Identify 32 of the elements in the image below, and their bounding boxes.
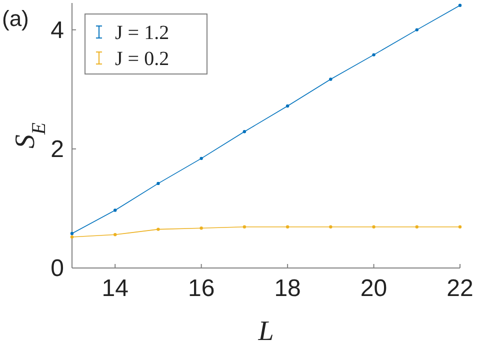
point bbox=[114, 233, 117, 236]
x-axis-title: L bbox=[257, 316, 274, 347]
point bbox=[329, 225, 332, 229]
point bbox=[329, 78, 332, 81]
y-tick-label: 0 bbox=[50, 255, 64, 282]
point bbox=[458, 225, 462, 229]
point bbox=[415, 225, 418, 229]
x-tick-label: 16 bbox=[188, 275, 215, 302]
point bbox=[286, 104, 290, 108]
x-tick-label: 20 bbox=[360, 275, 388, 302]
point bbox=[286, 225, 290, 229]
point bbox=[156, 228, 160, 231]
x-tick-label: 22 bbox=[446, 275, 474, 302]
x-tick-label: 18 bbox=[274, 275, 301, 302]
point bbox=[372, 53, 376, 56]
legend-label: J = 0.2 bbox=[115, 48, 170, 70]
text: (a) bbox=[2, 6, 29, 31]
point bbox=[242, 225, 246, 229]
point bbox=[114, 208, 117, 212]
point bbox=[200, 156, 203, 160]
y-tick-label: 2 bbox=[50, 136, 64, 163]
legend-label: J = 1.2 bbox=[115, 22, 170, 44]
point bbox=[458, 4, 462, 7]
point bbox=[200, 226, 203, 230]
point bbox=[156, 182, 160, 186]
point bbox=[415, 28, 418, 32]
point bbox=[372, 225, 376, 229]
y-tick-label: 4 bbox=[50, 16, 64, 44]
point bbox=[70, 232, 74, 236]
point bbox=[70, 235, 74, 239]
point bbox=[242, 130, 246, 134]
x-tick-label: 14 bbox=[102, 275, 128, 302]
